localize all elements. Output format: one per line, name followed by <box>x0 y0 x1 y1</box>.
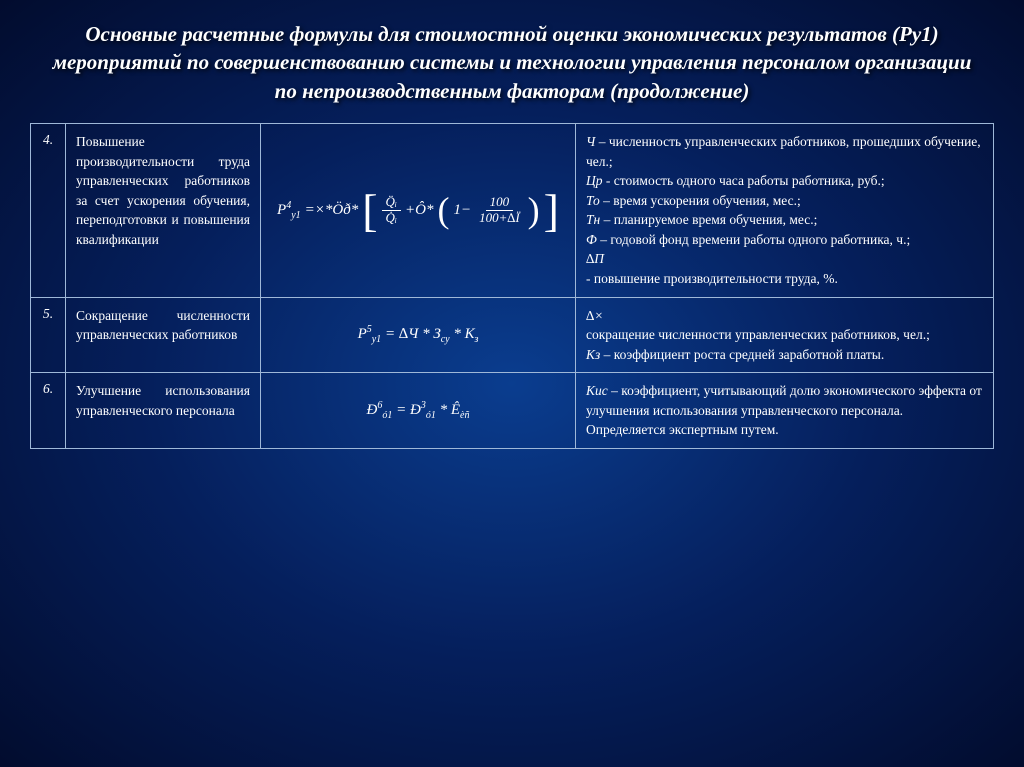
row-description: Сокращение численности управленческих ра… <box>66 297 261 373</box>
row-legend: Ч – численность управленческих работнико… <box>576 124 994 298</box>
row-formula: P4у1 =×*Öð* [ Q̈ᵢ Q̇ᵢ +Ô* ( 1− 100 <box>261 124 576 298</box>
slide-container: Основные расчетные формулы для стоимостн… <box>0 0 1024 767</box>
formula-table: 4. Повышение производительности труда уп… <box>30 123 994 449</box>
row-formula: P5у1 = ∆Ч * Зсу * Кз <box>261 297 576 373</box>
row-number: 5. <box>31 297 66 373</box>
table-row: 5. Сокращение численности управленческих… <box>31 297 994 373</box>
table-row: 4. Повышение производительности труда уп… <box>31 124 994 298</box>
row-description: Улучшение использования управленческого … <box>66 373 261 449</box>
row-legend: ∆× сокращение численности управленческих… <box>576 297 994 373</box>
row-formula: Ð6ó1 = Ð3ó1 * Êèñ <box>261 373 576 449</box>
row-number: 4. <box>31 124 66 298</box>
row-number: 6. <box>31 373 66 449</box>
table-row: 6. Улучшение использования управленческо… <box>31 373 994 449</box>
row-description: Повышение производительности труда управ… <box>66 124 261 298</box>
row-legend: Кис – коэффициент, учитывающий долю экон… <box>576 373 994 449</box>
slide-title: Основные расчетные формулы для стоимостн… <box>30 20 994 105</box>
